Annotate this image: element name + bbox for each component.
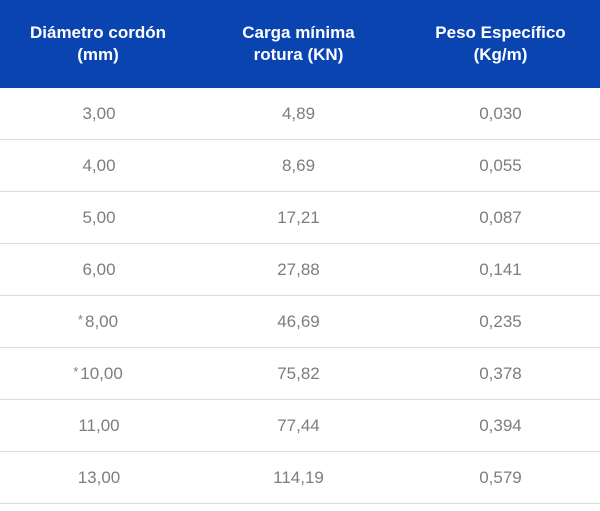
cell-diameter-value: 13,00: [77, 467, 121, 487]
cell-diameter-value: 10,00: [80, 363, 123, 383]
table-header: Diámetro cordón (mm) Carga mínima rotura…: [0, 0, 600, 88]
cell-diameter-value: 6,00: [82, 259, 116, 279]
cell-weight: 0,030: [401, 88, 600, 140]
row-marker: *: [73, 363, 79, 379]
cell-diameter-value: 11,00: [78, 415, 120, 435]
cell-diameter-value: 8,00: [84, 311, 119, 331]
cell-load: 8,69: [196, 139, 401, 192]
cell-diameter-value: 4,00: [82, 155, 116, 175]
header-diameter-line1: Diámetro cordón: [29, 23, 167, 42]
cell-load: 17,21: [196, 191, 401, 244]
cell-weight: 0,055: [401, 139, 600, 192]
cell-diameter: 11,00: [0, 399, 196, 452]
table-row: 3,00 4,89 0,030: [0, 88, 600, 140]
cell-diameter: 6,00: [0, 243, 196, 296]
header-weight-line1: Peso Específico: [435, 23, 566, 42]
header-weight: Peso Específico (Kg/m): [401, 0, 600, 88]
cell-diameter: 5,00: [0, 191, 196, 244]
cell-load: 75,82: [196, 347, 401, 400]
cell-diameter: 13,00: [0, 451, 196, 504]
table-row: 5,00 17,21 0,087: [0, 191, 600, 244]
cell-load: 4,89: [196, 88, 401, 140]
cell-diameter: 3,00: [0, 88, 196, 140]
table-row: 13,00 114,19 0,579: [0, 451, 600, 504]
header-load: Carga mínima rotura (KN): [196, 0, 401, 88]
header-weight-line2: (Kg/m): [473, 45, 528, 64]
cell-diameter: * 8,00: [0, 295, 196, 348]
row-marker: *: [77, 311, 83, 327]
cell-diameter-value: 5,00: [82, 207, 116, 227]
cell-weight: 0,087: [401, 191, 600, 244]
cell-weight: 0,235: [401, 295, 600, 348]
cell-diameter: * 10,00: [0, 347, 196, 400]
cell-weight: 0,579: [401, 451, 600, 504]
cell-weight: 0,394: [401, 399, 600, 452]
table-row: 6,00 27,88 0,141: [0, 243, 600, 296]
header-load-line1: Carga mínima: [242, 23, 355, 42]
cell-diameter: 4,00: [0, 139, 196, 192]
cell-diameter-value: 3,00: [82, 103, 116, 123]
table-row: * 10,00 75,82 0,378: [0, 347, 600, 400]
cell-weight: 0,141: [401, 243, 600, 296]
header-load-line2: rotura (KN): [253, 45, 344, 64]
header-diameter-line2: (mm): [77, 45, 119, 64]
cell-load: 46,69: [196, 295, 401, 348]
header-row: Diámetro cordón (mm) Carga mínima rotura…: [0, 0, 600, 88]
table-row: 11,00 77,44 0,394: [0, 399, 600, 452]
cell-weight: 0,378: [401, 347, 600, 400]
cell-load: 27,88: [196, 243, 401, 296]
table-row: * 8,00 46,69 0,235: [0, 295, 600, 348]
table-body: 3,00 4,89 0,030 4,00 8,69 0,055 5,00 17,…: [0, 88, 600, 504]
cell-load: 114,19: [196, 451, 401, 504]
header-diameter: Diámetro cordón (mm): [0, 0, 196, 88]
cell-load: 77,44: [196, 399, 401, 452]
table-row: 4,00 8,69 0,055: [0, 139, 600, 192]
